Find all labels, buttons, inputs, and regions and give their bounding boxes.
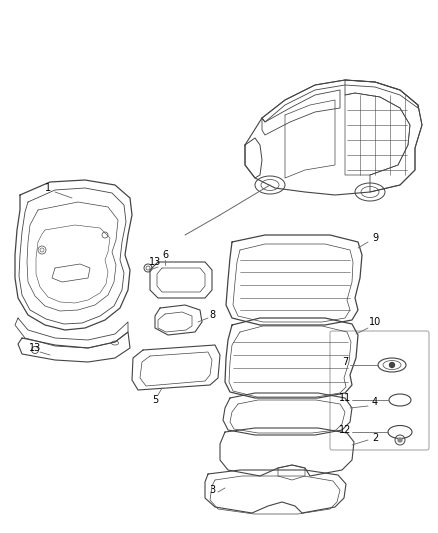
Text: 13: 13 bbox=[149, 257, 161, 267]
Text: 9: 9 bbox=[372, 233, 378, 243]
Text: 11: 11 bbox=[339, 393, 351, 403]
Text: 2: 2 bbox=[372, 433, 378, 443]
Text: 3: 3 bbox=[209, 485, 215, 495]
Text: 12: 12 bbox=[339, 425, 351, 435]
Circle shape bbox=[389, 362, 395, 367]
Text: 6: 6 bbox=[162, 250, 168, 260]
Text: 4: 4 bbox=[372, 397, 378, 407]
Text: 10: 10 bbox=[369, 317, 381, 327]
Circle shape bbox=[398, 438, 402, 442]
Text: 1: 1 bbox=[45, 183, 51, 193]
Text: 8: 8 bbox=[209, 310, 215, 320]
Text: 13: 13 bbox=[29, 343, 41, 353]
Text: 7: 7 bbox=[342, 357, 348, 367]
Text: 5: 5 bbox=[152, 395, 158, 405]
